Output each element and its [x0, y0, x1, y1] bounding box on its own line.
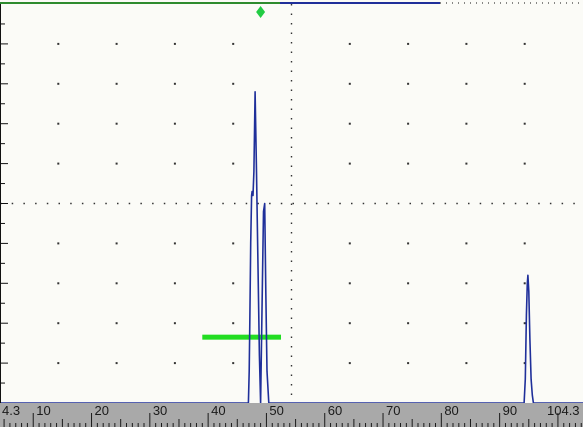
grid-dot	[173, 42, 176, 45]
scale-label-10: 10	[36, 403, 51, 418]
grid-dot	[348, 42, 351, 45]
scale-label-end: 104.3	[547, 403, 580, 418]
grid-dot	[57, 162, 60, 165]
grid-dot	[523, 82, 526, 85]
grid-dot	[57, 282, 60, 285]
grid-dot	[348, 322, 351, 325]
grid-dot	[465, 122, 468, 125]
grid-dot	[523, 122, 526, 125]
graticule	[0, 4, 583, 403]
grid-dot	[115, 162, 118, 165]
grid-dot	[232, 42, 235, 45]
grid-dot	[465, 322, 468, 325]
frame-group	[0, 2, 583, 403]
grid-dot	[173, 282, 176, 285]
grid-dot	[115, 322, 118, 325]
grid-dot	[115, 82, 118, 85]
grid-dot	[465, 82, 468, 85]
grid-dot	[348, 242, 351, 245]
grid-dot	[57, 42, 60, 45]
grid-dot	[348, 82, 351, 85]
range-scale-bar	[0, 403, 583, 427]
grid-dot	[173, 362, 176, 365]
grid-dot	[173, 122, 176, 125]
scale-label-20: 20	[94, 403, 109, 418]
grid-dot	[115, 42, 118, 45]
grid-dot	[348, 122, 351, 125]
grid-dot	[407, 242, 410, 245]
grid-dot	[407, 42, 410, 45]
gate-group	[202, 334, 282, 340]
scale-label-40: 40	[211, 403, 226, 418]
grid-dot	[407, 122, 410, 125]
grid-dot	[348, 362, 351, 365]
grid-dot	[348, 282, 351, 285]
grid-dot	[523, 162, 526, 165]
grid-dot	[465, 162, 468, 165]
scale-label-90: 90	[502, 403, 518, 418]
grid-dot	[57, 322, 60, 325]
scale-label-80: 80	[444, 403, 459, 418]
grid-dot	[232, 122, 235, 125]
grid-dot	[232, 282, 235, 285]
grid-dot	[115, 122, 118, 125]
signal-group	[0, 91, 583, 404]
grid-dot	[407, 82, 410, 85]
grid-dot	[407, 162, 410, 165]
grid-dot	[232, 242, 235, 245]
grid-dot	[232, 82, 235, 85]
grid-dot	[173, 322, 176, 325]
grid-dot	[465, 42, 468, 45]
grid-dot	[173, 242, 176, 245]
scale-label-start: 4.3	[2, 403, 21, 418]
grid-dot	[465, 242, 468, 245]
grid-dot	[407, 322, 410, 325]
grid-dot	[115, 362, 118, 365]
grid-dot	[523, 282, 526, 285]
grid-dot	[348, 162, 351, 165]
scale-label-50: 50	[269, 403, 284, 418]
grid-dot	[523, 242, 526, 245]
grid-dot	[232, 162, 235, 165]
grid-dot	[232, 362, 235, 365]
marker-diamond-icon	[256, 6, 266, 18]
grid-dot	[57, 122, 60, 125]
gate-bar	[202, 334, 282, 340]
scale-label-30: 30	[152, 403, 168, 418]
grid-dot	[523, 42, 526, 45]
scale-label-60: 60	[327, 403, 343, 418]
grid-dot	[57, 242, 60, 245]
grid-dot	[523, 322, 526, 325]
grid-dot	[465, 362, 468, 365]
scale-label-70: 70	[386, 403, 401, 418]
grid-dot	[115, 242, 118, 245]
grid-dot	[407, 362, 410, 365]
grid-dot	[232, 322, 235, 325]
grid-dot	[173, 162, 176, 165]
scale-ticks	[3, 413, 582, 427]
grid-dot	[115, 282, 118, 285]
grid-dot	[523, 362, 526, 365]
grid-dot	[465, 282, 468, 285]
grid-dot	[173, 82, 176, 85]
grid-dot	[57, 82, 60, 85]
grid-dot	[407, 282, 410, 285]
grid-dot	[57, 362, 60, 365]
signal-trace	[0, 91, 583, 404]
